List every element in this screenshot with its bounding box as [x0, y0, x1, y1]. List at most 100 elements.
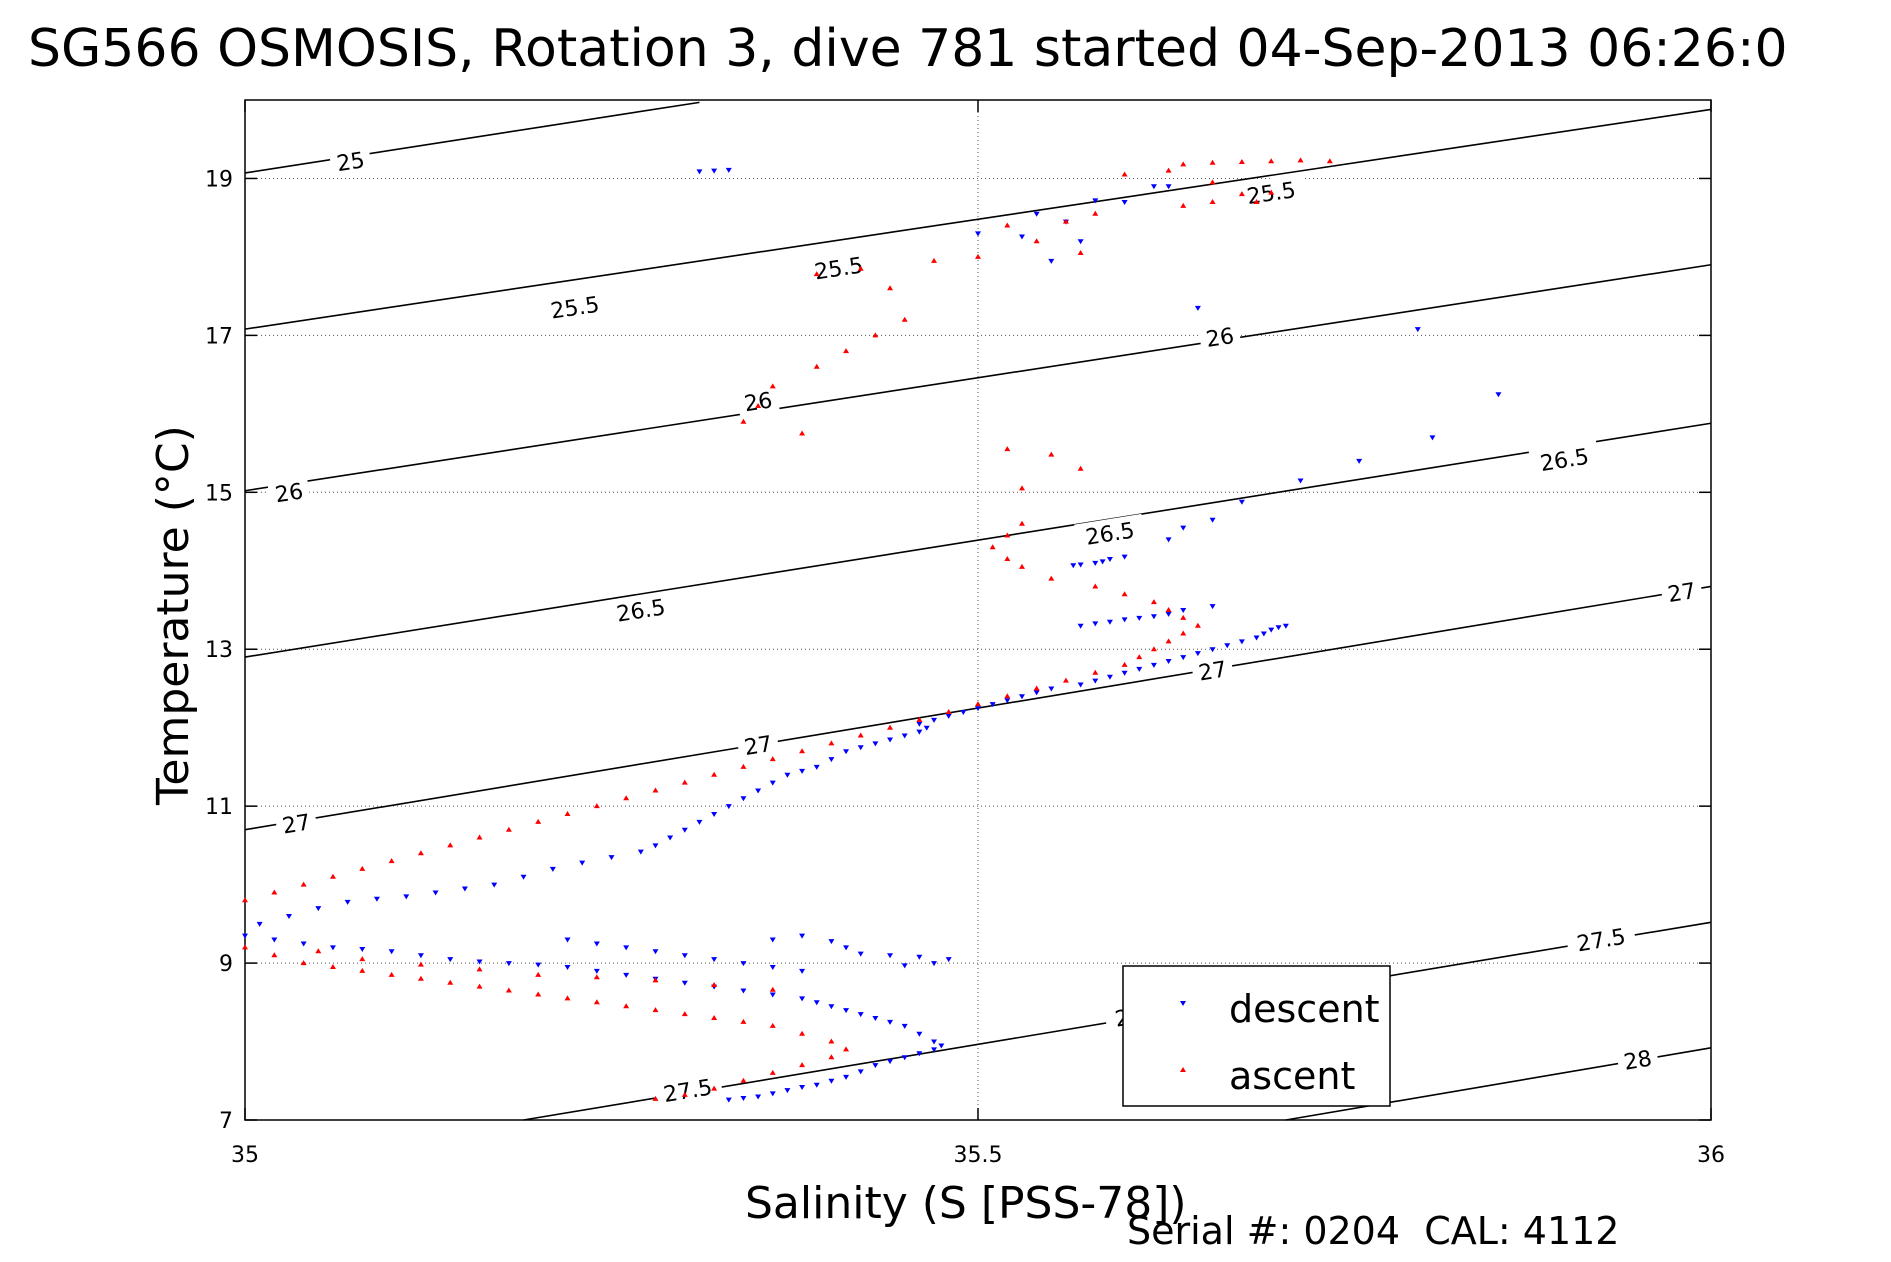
isopycnal-label-bg	[539, 288, 611, 325]
isopycnal-label-bg	[267, 475, 311, 508]
descent-point	[813, 764, 820, 770]
descent-point	[1165, 659, 1172, 664]
descent-point	[769, 937, 776, 943]
isopycnal-label-bg	[1528, 440, 1600, 477]
ascent-point	[1180, 630, 1187, 636]
descent-point	[1092, 560, 1099, 566]
ascent-point	[535, 818, 542, 824]
ascent-point	[300, 881, 307, 887]
descent-point	[740, 1096, 747, 1102]
descent-point	[1106, 674, 1113, 680]
ascent-point	[1194, 622, 1201, 628]
descent-point	[799, 1085, 806, 1091]
descent-point	[667, 835, 674, 841]
descent-point	[843, 1008, 850, 1014]
ascent-point	[711, 771, 718, 777]
ascent-point	[828, 740, 835, 746]
descent-point	[975, 706, 981, 712]
descent-point	[1092, 621, 1099, 627]
isopycnal-label-group-13: 27	[1659, 574, 1704, 608]
isopycnal-label-bg	[1659, 574, 1704, 608]
plot-area	[244, 99, 1712, 1121]
ascent-point	[1004, 446, 1011, 452]
descent-point	[535, 962, 542, 968]
descent-point	[1165, 537, 1172, 543]
descent-point	[1209, 604, 1216, 610]
descent-point	[373, 896, 380, 902]
ascent-point	[1092, 210, 1099, 216]
y-axis-label: Temperature (°C)	[148, 425, 199, 806]
ascent-point	[242, 897, 248, 903]
ascent-point	[887, 285, 894, 291]
ascent-point	[828, 1054, 835, 1060]
descent-point	[432, 890, 439, 896]
descent-point	[1180, 655, 1187, 661]
isopycnal-label: 26	[743, 388, 774, 417]
isopycnal-line-7	[244, 422, 1712, 658]
ascent-point	[593, 803, 600, 809]
legend-box	[1122, 965, 1391, 1107]
isopycnal-label-group-14: 27.5	[651, 1070, 724, 1108]
descent-point	[923, 725, 930, 731]
ascent-point	[799, 1062, 806, 1068]
isopycnal-label-bg	[605, 590, 677, 628]
descent-point	[857, 1069, 864, 1075]
x-tick-label: 35	[231, 1143, 259, 1168]
descent-point	[901, 733, 908, 739]
ascent-point	[916, 716, 923, 722]
ascent-point	[1048, 451, 1055, 457]
grid	[245, 100, 1711, 1120]
ascent-point	[1209, 179, 1216, 185]
descent-point	[945, 957, 952, 963]
footer-serial-cal: Serial #: 0204 CAL: 4112	[1127, 1209, 1619, 1253]
ascent-point	[1121, 661, 1128, 667]
ascent-point	[1180, 161, 1187, 167]
descent-point	[1209, 517, 1216, 523]
descent-point	[1414, 327, 1421, 333]
isopycnal-label: 25	[335, 148, 367, 177]
descent-point	[725, 1097, 732, 1103]
ascent-point	[813, 363, 820, 369]
y-tick-label: 13	[205, 638, 233, 663]
descent-point	[623, 972, 630, 978]
descent-point	[799, 933, 806, 939]
descent-point	[887, 1019, 894, 1025]
descent-point	[872, 1063, 879, 1069]
descent-point	[1077, 682, 1084, 688]
descent-point	[256, 921, 263, 927]
descent-point	[872, 741, 879, 747]
descent-point	[931, 961, 938, 967]
ascent-point	[681, 1091, 688, 1097]
y-tick-label: 7	[219, 1109, 233, 1134]
descent-point	[828, 1004, 835, 1010]
descent-point	[1018, 694, 1025, 700]
descent-point	[1150, 614, 1157, 620]
isopycnal-label: 27	[1197, 657, 1229, 686]
descent-point	[901, 1023, 908, 1029]
descent-point	[784, 772, 791, 778]
x-axis-label: Salinity (S [PSS-78])	[745, 1178, 1187, 1229]
ascent-point	[769, 1022, 776, 1028]
descent-point	[1194, 305, 1201, 311]
descent-point	[1180, 608, 1187, 613]
isopycnal-label-bg	[1190, 653, 1235, 686]
descent-point	[769, 965, 776, 970]
descent-point	[843, 749, 850, 755]
descent-point	[813, 1000, 820, 1006]
ascent-point	[593, 974, 600, 980]
ascent-point	[1326, 158, 1333, 164]
ascent-point	[769, 756, 776, 762]
descent-point	[799, 996, 806, 1002]
descent-point	[549, 866, 556, 872]
isopycnal-label-bg	[651, 1070, 724, 1108]
descent-point	[1070, 563, 1077, 569]
ascent-point	[1238, 191, 1245, 197]
descent-point	[1253, 635, 1260, 641]
isopycnal-label-group-12: 27	[1190, 653, 1235, 687]
descent-point	[608, 855, 615, 861]
descent-point	[887, 1059, 894, 1065]
ascent-point	[505, 987, 512, 993]
ascent-point	[711, 982, 718, 988]
descent-point	[1356, 458, 1363, 464]
descent-point	[593, 941, 600, 947]
